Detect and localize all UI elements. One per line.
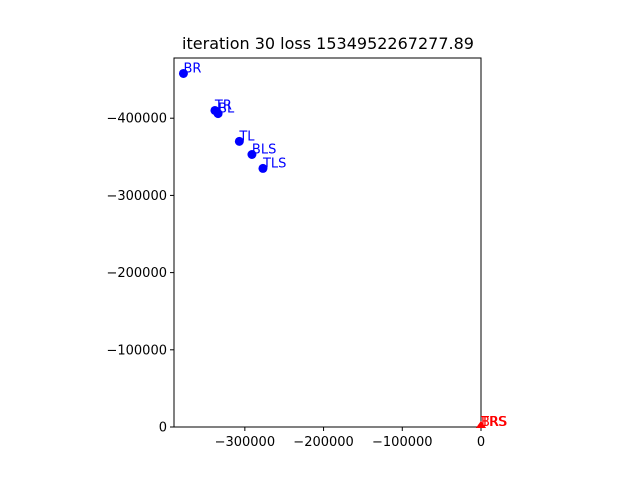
point-label-bl: BL xyxy=(218,102,235,117)
x-tick-label: 0 xyxy=(477,435,485,450)
point-marker-tl xyxy=(234,136,244,146)
point-label-tl: TL xyxy=(238,129,255,144)
x-tick-label: −200000 xyxy=(293,435,354,450)
point-label-tls: TLS xyxy=(262,156,286,171)
point-marker-br xyxy=(178,68,188,78)
point-label-br: BR xyxy=(183,61,201,76)
y-tick-label: −100000 xyxy=(106,343,167,358)
x-axis: −300000 −200000 −100000 0 xyxy=(215,427,485,450)
y-tick-label: −400000 xyxy=(106,112,167,127)
y-tick-label: 0 xyxy=(159,421,167,436)
y-tick-label: −200000 xyxy=(106,266,167,281)
point-label-brs: BRS xyxy=(481,415,507,430)
point-marker-trs xyxy=(476,421,486,428)
y-axis: −400000 −300000 −200000 −100000 0 xyxy=(106,112,174,436)
plot-frame xyxy=(173,57,482,428)
point-label-bls: BLS xyxy=(252,142,276,157)
point-label-trs: TRS xyxy=(480,415,506,430)
y-tick-label: −300000 xyxy=(106,189,167,204)
chart-title: iteration 30 loss 1534952267277.89 xyxy=(182,34,474,53)
point-marker-tls xyxy=(258,163,268,173)
x-tick-label: −100000 xyxy=(372,435,433,450)
x-tick-label: −300000 xyxy=(215,435,276,450)
point-marker-bl xyxy=(213,109,223,119)
point-marker-bls xyxy=(247,149,257,159)
